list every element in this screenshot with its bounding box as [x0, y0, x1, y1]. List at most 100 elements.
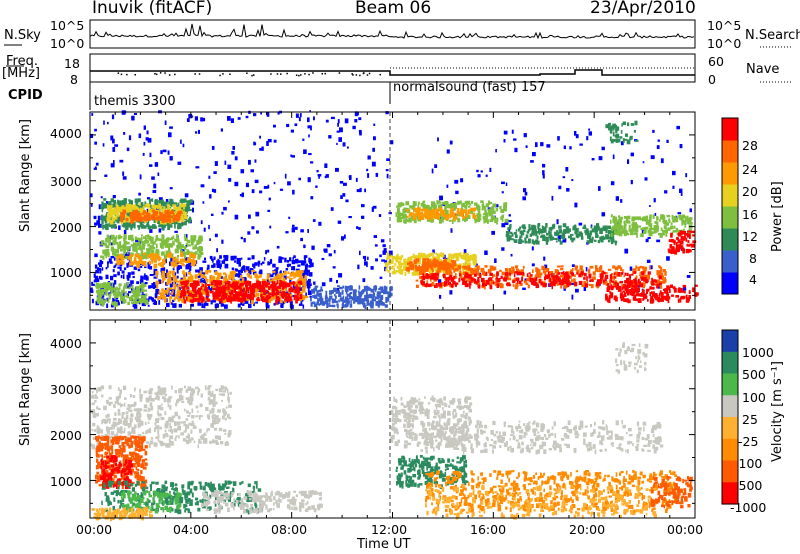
power-cell — [306, 281, 310, 286]
power-cell — [176, 214, 179, 219]
power-cell — [271, 287, 274, 293]
power-cell — [169, 299, 172, 304]
power-cell — [147, 213, 151, 217]
power-cell — [127, 250, 129, 255]
power-cell — [488, 282, 492, 286]
power-cell — [232, 277, 235, 282]
nave-dot — [379, 73, 381, 76]
power-cell — [122, 292, 125, 297]
power-cell — [153, 270, 156, 276]
nsky-line — [89, 23, 695, 40]
power-cell — [130, 291, 135, 294]
power-cell — [474, 202, 478, 206]
power-cell — [192, 207, 194, 213]
power-cell — [367, 173, 370, 178]
power-cell — [334, 289, 338, 292]
power-cell — [652, 155, 655, 159]
power-cell — [424, 208, 428, 212]
power-cell — [94, 141, 97, 145]
power-cell — [107, 215, 109, 218]
power-cell — [136, 209, 141, 212]
power-cell — [364, 257, 367, 262]
power-cell — [572, 268, 574, 272]
power-cell — [555, 240, 558, 243]
freq-line — [90, 69, 695, 76]
power-cell — [652, 129, 655, 133]
power-cell — [569, 275, 572, 279]
power-cell — [129, 259, 132, 263]
power-cell — [259, 135, 261, 139]
power-cell — [179, 279, 184, 282]
power-cell — [303, 149, 307, 154]
power-cell — [232, 281, 235, 284]
power-cell — [596, 281, 600, 287]
power-cell — [663, 225, 667, 230]
power-cell — [495, 207, 498, 212]
power-cell — [336, 130, 340, 133]
power-cell — [158, 279, 162, 284]
power-cell — [344, 234, 346, 239]
nsky-label: N.Sky — [4, 28, 41, 43]
power-cell — [167, 217, 170, 222]
power-cell — [175, 207, 180, 211]
power-cell — [284, 298, 286, 302]
power-cell — [148, 296, 152, 300]
velocity-ytick-3000: 3000 — [50, 382, 82, 397]
power-cell — [418, 215, 421, 220]
power-cell — [160, 217, 163, 220]
nave-label: Nave — [746, 62, 780, 77]
power-cell — [618, 218, 623, 224]
power-cell — [377, 304, 380, 308]
power-cell — [384, 286, 388, 291]
power-cell — [161, 239, 164, 244]
power-cell — [284, 257, 287, 263]
power-cell — [458, 253, 462, 256]
power-cell — [428, 267, 431, 272]
power-cell — [406, 208, 410, 212]
power-cell — [338, 292, 342, 297]
power-cell — [162, 276, 166, 281]
power-cell — [658, 282, 662, 285]
power-cell — [113, 265, 116, 269]
power-cell — [177, 225, 180, 230]
power-cell — [643, 274, 647, 278]
power-cell — [592, 271, 596, 276]
power-cell — [433, 279, 438, 282]
power-cell — [432, 267, 434, 273]
power-cell — [275, 267, 279, 270]
power-cell — [186, 287, 190, 290]
power-cell — [418, 264, 420, 269]
power-cell — [108, 222, 112, 227]
power-cell — [112, 217, 116, 222]
power-cell — [301, 287, 306, 293]
power-cell — [558, 229, 562, 234]
power-cell — [119, 293, 123, 296]
power-cell — [687, 244, 691, 247]
power-cell — [576, 269, 580, 275]
power-cell — [442, 201, 445, 205]
power-cell — [370, 288, 375, 293]
power-cell — [192, 257, 195, 261]
power-cell — [485, 214, 488, 220]
power-cell — [92, 283, 95, 286]
power-cell — [251, 226, 255, 230]
power-cell — [333, 249, 336, 254]
power-cell — [139, 279, 144, 285]
power-cell — [328, 302, 331, 305]
power-cell — [240, 298, 243, 302]
power-cell — [186, 249, 189, 254]
power-cell — [501, 223, 506, 228]
power-cell — [624, 272, 627, 276]
power-cell — [646, 259, 651, 263]
power-cell — [536, 235, 539, 240]
power-cell — [342, 193, 346, 197]
power-cell — [423, 253, 426, 258]
power-cell — [503, 206, 507, 212]
power-cell — [261, 146, 264, 151]
power-cell — [129, 262, 133, 266]
power-cell — [198, 295, 203, 301]
power-cell — [656, 222, 659, 227]
power-cell — [234, 273, 239, 277]
power-cell — [668, 220, 671, 224]
power-cell — [111, 204, 113, 208]
